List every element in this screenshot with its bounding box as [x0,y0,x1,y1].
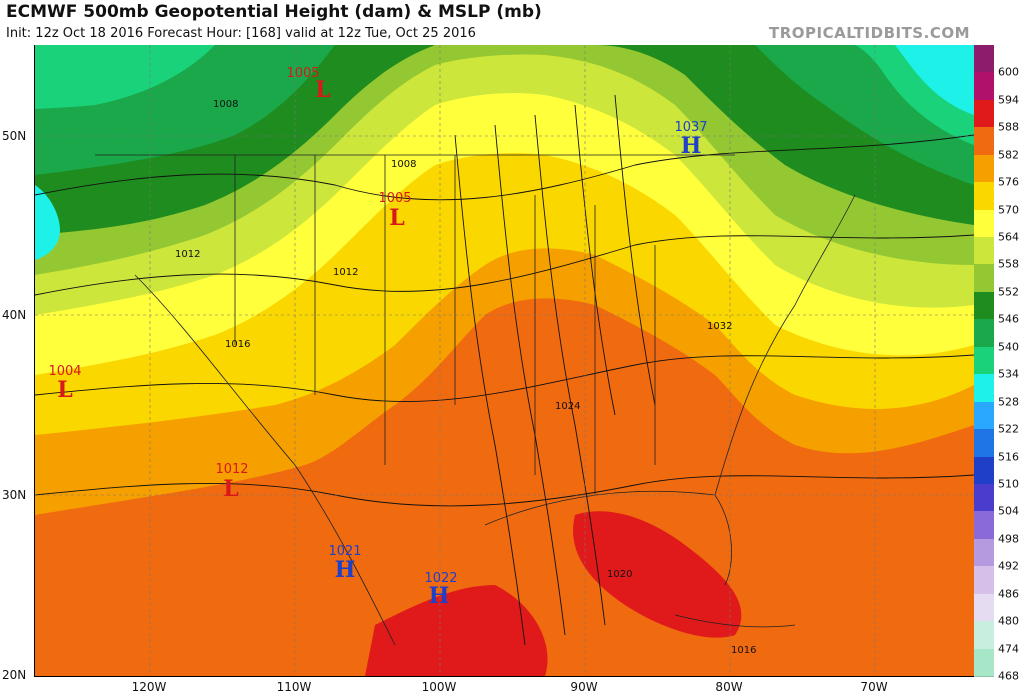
low-center-value: 1004 [48,364,81,379]
colorbar-tick-label: 576 [998,175,1019,189]
map-subtitle: Init: 12z Oct 18 2016 Forecast Hour: [16… [6,26,476,41]
colorbar-tick-label: 594 [998,93,1019,107]
colorbar-segment [974,566,994,595]
high-center-value: 1021 [328,544,361,559]
graticule [35,45,974,676]
colorbar-segment [974,154,994,184]
colorbar-tick-label: 522 [998,422,1019,436]
colorbar-tick-label: 546 [998,312,1019,326]
colorbar-segment [974,456,994,485]
low-center-letter: L [57,377,72,403]
colorbar-segment [974,593,994,623]
colorbar-segment [974,319,994,348]
isobar-label: 1016 [731,645,756,656]
boundaries [95,154,856,646]
lon-label: 120W [131,680,167,694]
band-588-south [365,585,548,676]
colorbar-tick-label: 540 [998,340,1019,354]
low-center-letter: L [389,205,404,231]
pressure-centers: 1005 L 1005 L 1004 L 1012 L 1037 H 1021 … [48,66,707,609]
isobar-label: 1012 [333,267,358,278]
isobar-labels: 1008 1008 1012 1012 1016 1024 1032 1020 … [175,99,756,656]
colorbar-segment [974,429,994,458]
high-center-value: 1037 [674,120,707,135]
low-center-letter: L [315,77,330,103]
colorbar-segment [974,483,994,513]
colorbar-segment [974,374,994,403]
colorbar-segment [974,264,994,293]
colorbar-tick-label: 534 [998,367,1019,381]
band-540 [35,45,974,185]
band-588 [573,511,742,638]
lon-label: 90W [570,680,598,694]
colorbar-segment [974,127,994,156]
colorbar-segment [974,401,994,431]
high-center-letter: H [429,583,450,609]
band-534 [35,45,974,145]
low-center-value: 1005 [378,191,411,206]
colorbar-tick-label: 474 [998,642,1019,656]
colorbar-segment [974,511,994,540]
colorbar-tick-label: 570 [998,203,1019,217]
colorbar-tick-label: 486 [998,587,1019,601]
colorbar [974,45,994,677]
colorbar-segment [974,45,994,74]
colorbar-tick-label: 510 [998,477,1019,491]
colorbar-tick-label: 504 [998,504,1019,518]
lat-label: 50N [2,129,27,143]
weather-map: 1005 L 1005 L 1004 L 1012 L 1037 H 1021 … [34,45,974,677]
map-title: ECMWF 500mb Geopotential Height (dam) & … [6,2,542,22]
colorbar-segment [974,538,994,568]
brand-watermark: TROPICALTIDBITS.COM [769,24,970,42]
lon-label: 70W [860,680,888,694]
lon-label: 110W [276,680,312,694]
high-center-letter: H [681,133,702,159]
colorbar-tick-label: 468 [998,669,1019,683]
lat-label: 40N [2,308,27,322]
isobars [35,94,974,646]
colorbar-tick-label: 588 [998,120,1019,134]
isobar-label: 1032 [707,321,732,332]
high-center-letter: H [335,557,356,583]
lon-label: 100W [421,680,457,694]
high-center-value: 1022 [424,571,457,586]
colorbar-tick-label: 498 [998,532,1019,546]
colorbar-tick-label: 600 [998,65,1019,79]
colorbar-tick-label: 528 [998,395,1019,409]
colorbar-segment [974,621,994,650]
colorbar-segment [974,346,994,376]
colorbar-tick-label: 552 [998,285,1019,299]
lon-label: 80W [715,680,743,694]
lat-label: 30N [2,488,27,502]
low-center-value: 1005 [286,66,319,81]
isobar-label: 1008 [213,99,238,110]
colorbar-segment [974,237,994,266]
low-center-value: 1012 [215,462,248,477]
colorbar-tick-label: 558 [998,257,1019,271]
colorbar-segment [974,182,994,211]
colorbar-segment [974,209,994,239]
isobar-label: 1012 [175,249,200,260]
colorbar-segment [974,72,994,101]
colorbar-tick-label: 564 [998,230,1019,244]
colorbar-tick-label: 516 [998,450,1019,464]
colorbar-segment [974,648,994,677]
isobar-label: 1016 [225,339,250,350]
colorbar-segment [974,291,994,321]
colorbar-tick-label: 480 [998,614,1019,628]
colorbar-tick-label: 582 [998,148,1019,162]
colorbar-segment [974,99,994,129]
isobar-label: 1008 [391,159,416,170]
map-canvas: 1005 L 1005 L 1004 L 1012 L 1037 H 1021 … [35,45,974,676]
colorbar-tick-label: 492 [998,559,1019,573]
isobar-label: 1024 [555,401,580,412]
low-center-letter: L [223,476,238,502]
isobar-label: 1020 [607,569,632,580]
lat-label: 20N [2,668,27,682]
